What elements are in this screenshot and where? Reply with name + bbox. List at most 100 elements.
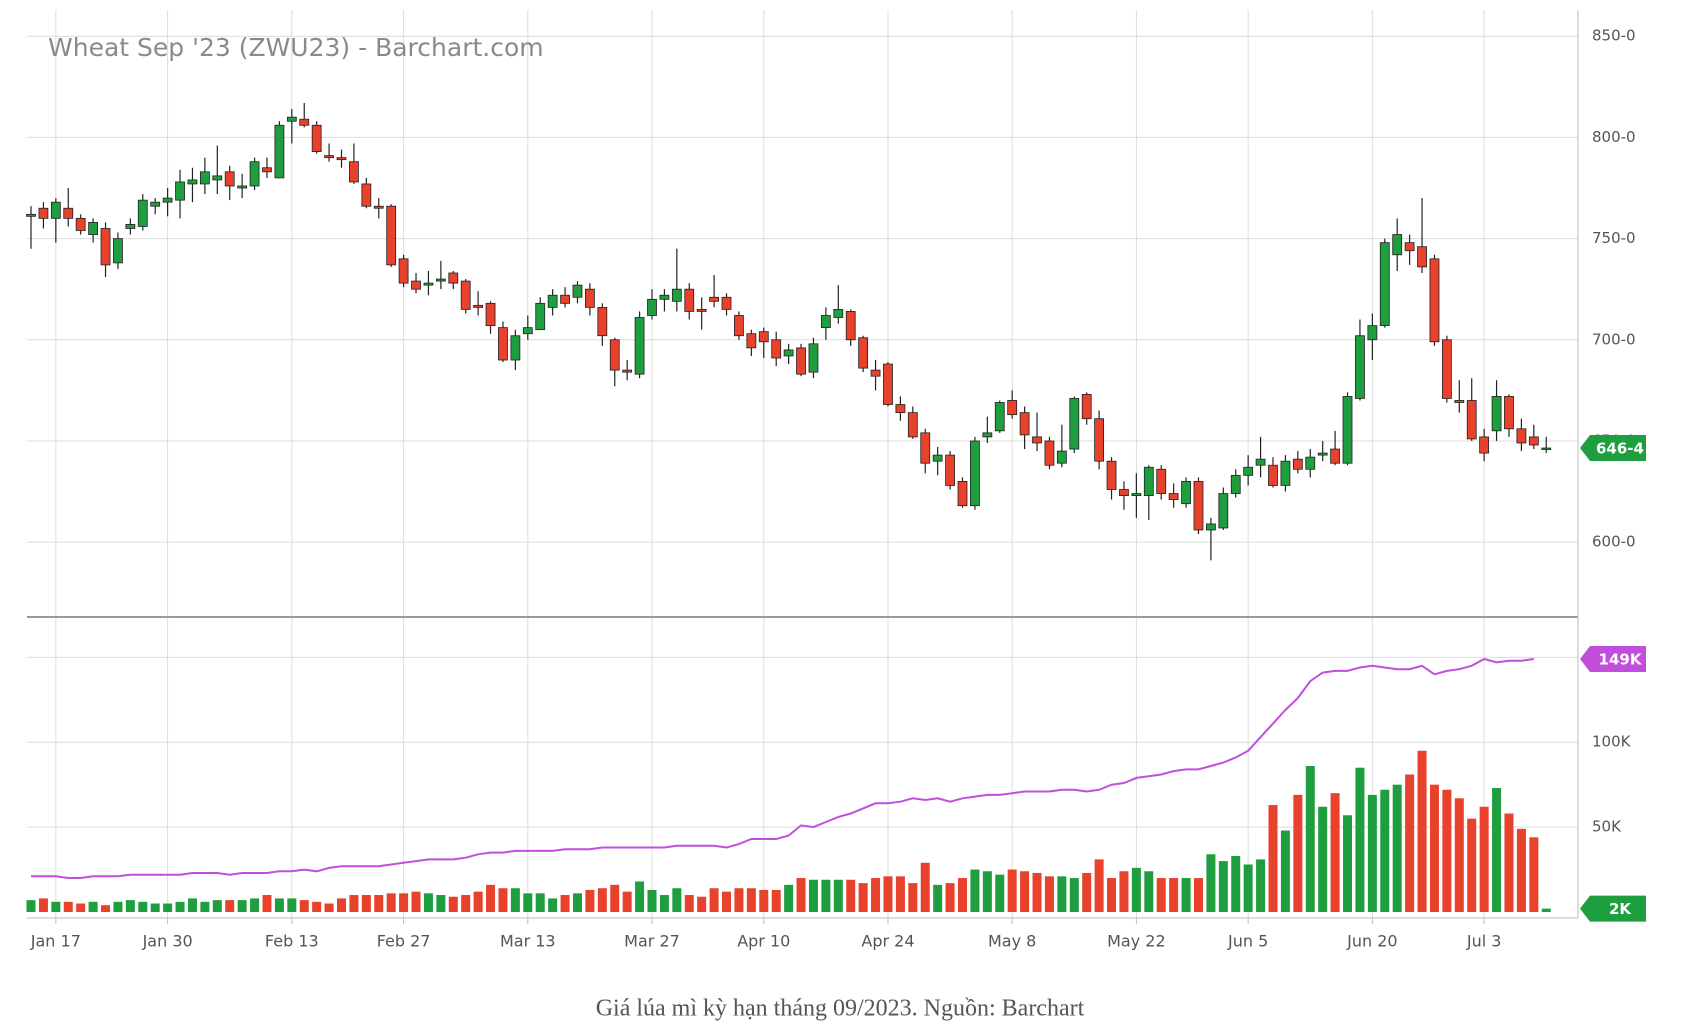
x-tick-label: Apr 24 xyxy=(861,932,914,951)
volume-bar xyxy=(1007,869,1017,912)
open-interest-badge-label: 149K xyxy=(1599,651,1643,669)
volume-bar xyxy=(1069,878,1079,912)
y-tick-label: 800-0 xyxy=(1592,128,1636,146)
volume-bar xyxy=(1057,876,1067,912)
volume-bar xyxy=(895,876,905,912)
candle-body xyxy=(547,294,558,308)
volume-bar xyxy=(958,878,967,912)
open-interest-line xyxy=(31,657,1534,879)
candle-body xyxy=(634,317,645,375)
candle-body xyxy=(423,282,434,286)
candle-body xyxy=(411,280,421,290)
volume-bar xyxy=(175,901,185,912)
candle-body xyxy=(299,118,310,126)
volume-bar xyxy=(1107,878,1117,912)
candle-body xyxy=(113,238,123,264)
candle-body xyxy=(1305,456,1316,470)
volume-bar xyxy=(970,869,980,912)
volume-bar xyxy=(585,889,595,912)
volume-bar xyxy=(920,862,930,912)
volume-bar xyxy=(1330,793,1340,912)
volume-bar xyxy=(1504,813,1514,912)
y-tick-label: 600-0 xyxy=(1592,533,1636,551)
candle-body xyxy=(1056,450,1067,464)
volume-bar xyxy=(349,895,359,912)
volume-bar xyxy=(1492,788,1502,912)
candle-body xyxy=(1541,447,1552,450)
volume-bar xyxy=(1454,798,1464,912)
candle-body xyxy=(970,440,980,507)
volume-bar xyxy=(76,903,86,912)
volume-bar xyxy=(274,898,284,912)
candle-body xyxy=(324,155,334,159)
candle-body xyxy=(783,349,794,357)
volume-bar xyxy=(1268,805,1278,912)
volume-bar xyxy=(659,895,669,912)
x-tick-label: Jul 3 xyxy=(1466,932,1502,951)
candle-body xyxy=(585,288,595,308)
y-tick-label: 50K xyxy=(1592,818,1622,836)
candle-body xyxy=(386,205,397,266)
candle-body xyxy=(858,337,869,369)
candle-body xyxy=(734,315,744,337)
volume-bar xyxy=(1417,750,1427,912)
candle-body xyxy=(845,311,856,341)
volume-bar xyxy=(1020,871,1030,912)
candle-body xyxy=(498,327,508,361)
candle-body xyxy=(373,205,384,209)
candle-body xyxy=(609,339,620,371)
volume-bar xyxy=(262,895,272,912)
candle-body xyxy=(311,124,322,152)
volume-bar xyxy=(448,896,458,912)
volume-bar xyxy=(1467,818,1477,912)
y-tick-label: 100K xyxy=(1592,733,1632,751)
candle-body xyxy=(162,197,173,203)
volume-bar xyxy=(1256,859,1266,912)
y-tick-label: 750-0 xyxy=(1592,229,1636,247)
candle-body xyxy=(1255,458,1266,466)
volume-bar xyxy=(1392,784,1402,912)
candle-body xyxy=(883,363,893,405)
candle-body xyxy=(1504,396,1514,430)
candle-body xyxy=(1081,394,1092,420)
candle-body xyxy=(1292,458,1303,470)
volume-bar xyxy=(1193,878,1203,912)
volume-bar xyxy=(312,901,322,912)
volume-bar xyxy=(908,883,918,912)
volume-bar xyxy=(399,893,409,912)
volume-bar xyxy=(883,876,893,912)
volume-bar xyxy=(1318,806,1328,912)
volume-bar xyxy=(51,901,61,912)
volume-bar xyxy=(1169,878,1179,912)
volume-bar xyxy=(759,889,769,912)
candle-body xyxy=(1516,428,1527,444)
candle-body xyxy=(1342,396,1353,464)
candle-body xyxy=(522,327,533,335)
candle-body xyxy=(1317,452,1328,456)
candle-body xyxy=(262,167,272,173)
volume-bar xyxy=(113,901,123,912)
candle-body xyxy=(150,201,161,207)
chart-title: Wheat Sep '23 (ZWU23) - Barchart.com xyxy=(48,33,544,62)
candle-body xyxy=(361,183,372,207)
volume-bar xyxy=(1181,878,1191,912)
candle-body xyxy=(1206,523,1216,531)
candle-body xyxy=(945,454,955,486)
candle-body xyxy=(659,294,670,300)
volume-bar xyxy=(1367,794,1377,912)
x-tick-label: May 8 xyxy=(988,932,1036,951)
volume-bar xyxy=(784,884,794,912)
volume-bar xyxy=(1119,871,1129,912)
candle-body xyxy=(1156,468,1167,494)
candle-body xyxy=(38,207,49,219)
candle-body xyxy=(1379,242,1390,327)
volume-bar xyxy=(1305,766,1315,912)
volume-bar xyxy=(250,898,260,912)
candle-body xyxy=(1193,481,1204,531)
x-tick-label: Mar 13 xyxy=(500,932,556,951)
volume-bar xyxy=(771,889,781,912)
volume-bar xyxy=(324,903,334,912)
volume-bar xyxy=(808,879,818,912)
